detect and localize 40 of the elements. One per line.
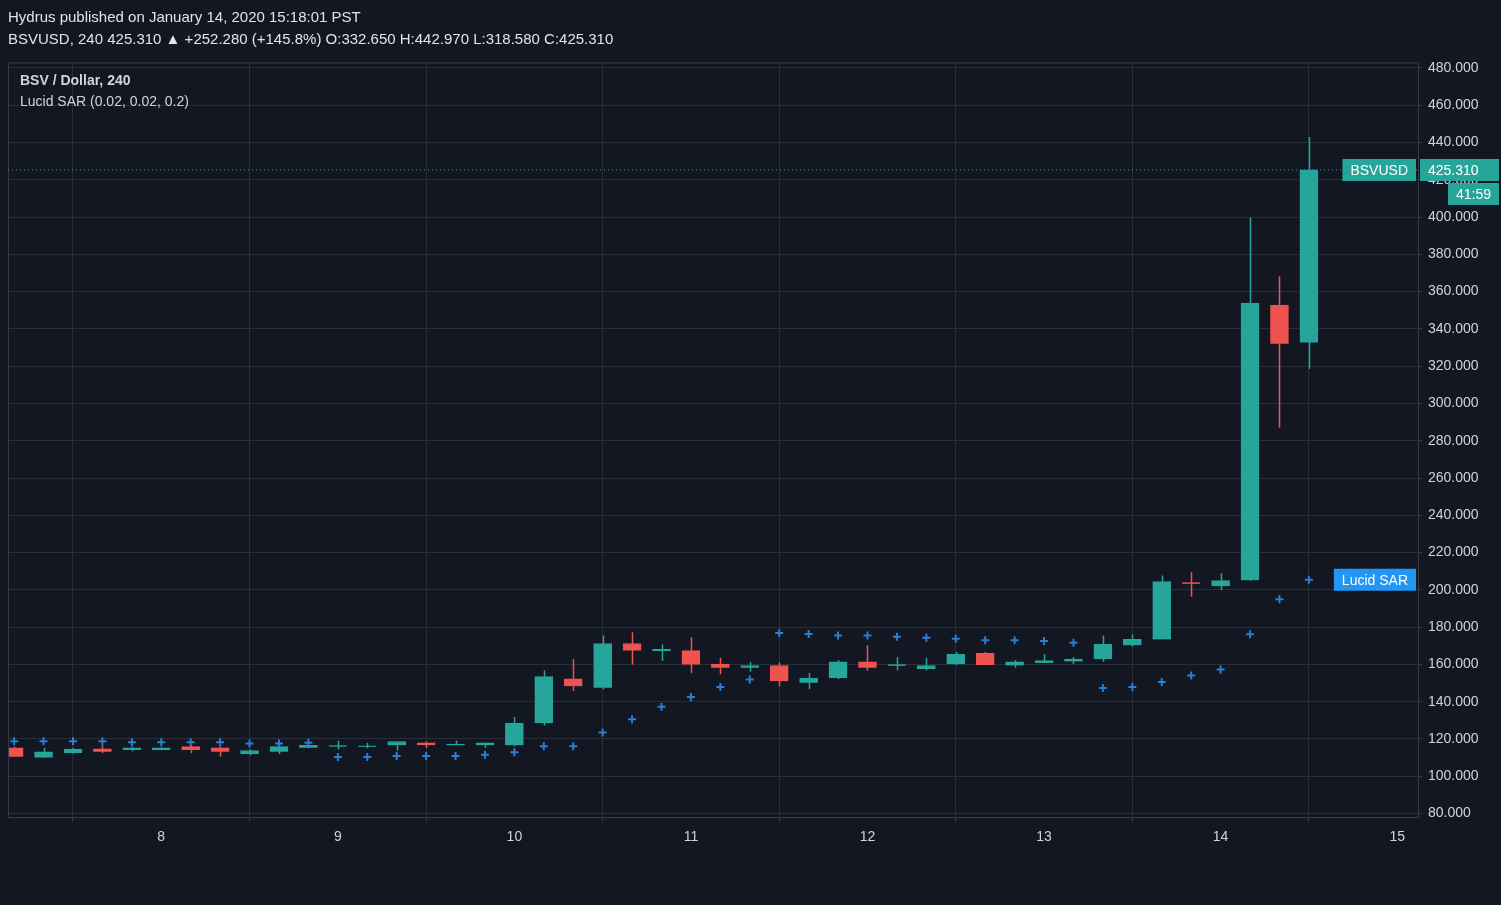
x-tick-label: 10 <box>506 828 523 845</box>
x-tick-label: 8 <box>157 828 166 845</box>
y-tick-label: 380.000 <box>1428 245 1479 262</box>
y-tick-label: 400.000 <box>1428 207 1479 224</box>
y-tick-label: 160.000 <box>1428 655 1479 672</box>
y-tick-label: 460.000 <box>1428 96 1479 113</box>
chart-subtitle: BSVUSD, 240 425.310 ▲ +252.280 (+145.8%) O:332.650 H:442.970 L:318.580 C:425.310 <box>8 29 614 49</box>
x-tick-label: 13 <box>1036 828 1053 845</box>
candlestick <box>505 716 524 747</box>
y-tick-label: 480.000 <box>1428 58 1479 75</box>
annotation: Lucid SAR (0.02, 0.02, 0.2) <box>20 93 189 110</box>
y-tick-label: 260.000 <box>1428 468 1479 485</box>
y-tick-label: 280.000 <box>1428 431 1479 448</box>
y-tick-label: 440.000 <box>1428 133 1479 150</box>
text: 41:59 <box>1455 185 1492 202</box>
y-tick-label: 140.000 <box>1428 692 1479 709</box>
x-tick-label: 12 <box>859 828 876 845</box>
candlestick <box>622 631 642 666</box>
y-tick-label: 80.000 <box>1428 804 1472 821</box>
x-tick-label: 9 <box>333 828 342 845</box>
y-tick-label: 200.000 <box>1428 580 1479 597</box>
y-tick-label: 340.000 <box>1428 319 1479 336</box>
y-tick-label: 360.000 <box>1428 282 1479 299</box>
y-tick-label: 300.000 <box>1428 394 1479 411</box>
text: BSV / Dollar, 240 <box>20 72 131 89</box>
x-tick-label: 11 <box>683 828 699 845</box>
y-tick-label: 240.000 <box>1428 506 1479 523</box>
text: Lucid SAR <box>1341 571 1409 588</box>
candlestick <box>858 644 877 672</box>
y-tick-label: 100.000 <box>1428 767 1479 784</box>
candlestick <box>563 658 583 692</box>
text: 425.310 <box>1428 161 1479 178</box>
y-tick-label: 320.000 <box>1428 357 1479 374</box>
x-tick-label: 15 <box>1389 828 1406 845</box>
y-tick-label: 120.000 <box>1428 729 1479 746</box>
x-tick-label: 14 <box>1212 828 1229 845</box>
y-tick-label: 220.000 <box>1428 543 1479 560</box>
y-tick-label: 180.000 <box>1428 617 1479 634</box>
ref-line-label: BSVUSD <box>1350 161 1409 178</box>
text: Hydrus published on January 14, 2020 15:18:01 PST <box>8 7 362 27</box>
